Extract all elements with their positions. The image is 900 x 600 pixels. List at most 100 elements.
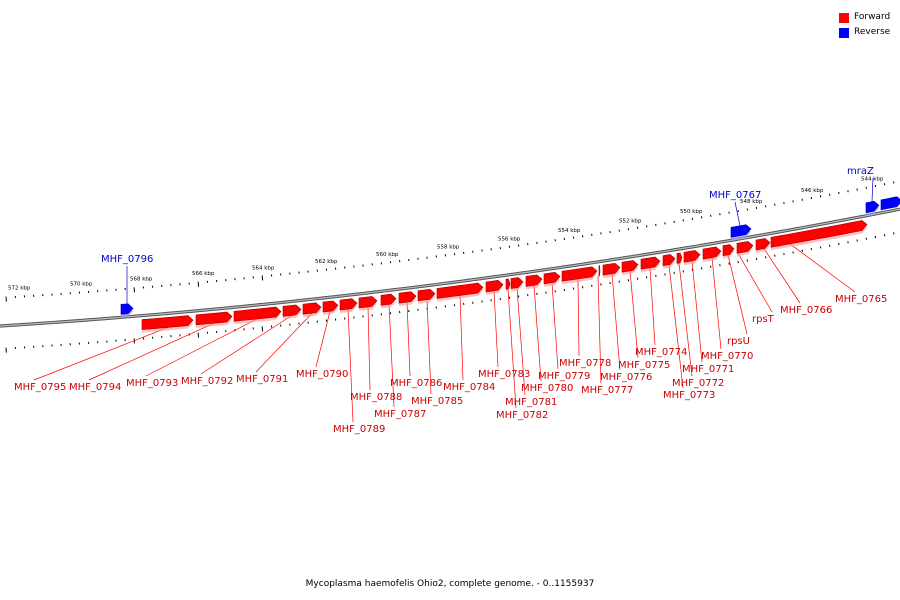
gene-arrow[interactable] <box>510 277 524 289</box>
gene-arrow[interactable] <box>640 256 661 270</box>
scale-labels: 572 kbp 570 kbp 568 kbp 566 kbp 564 kbp 562 k… <box>8 177 884 292</box>
gene-arrow[interactable] <box>730 224 752 238</box>
gene-arrow[interactable] <box>141 315 194 330</box>
gene-arrow[interactable] <box>770 220 868 248</box>
scale-ticks <box>5 181 895 353</box>
gene-arrow[interactable] <box>233 306 282 322</box>
leader-line <box>734 201 741 226</box>
gene-arrow[interactable] <box>436 282 484 299</box>
gene-arrow[interactable] <box>380 293 397 306</box>
gene-label[interactable]: MHF_0790 <box>296 369 348 380</box>
gene-label[interactable]: MHF_0780 <box>521 383 573 394</box>
gene-label[interactable]: MHF_0793 <box>126 378 178 389</box>
gene-label[interactable]: MHF_0767 <box>709 190 761 201</box>
gene-arrow[interactable] <box>120 303 134 315</box>
scale-label: 554 kbp <box>558 228 581 234</box>
gene-label[interactable]: MHF_0773 <box>663 390 715 401</box>
gene-arrow[interactable] <box>676 252 683 264</box>
gene-label[interactable]: MHF_0784 <box>443 382 495 393</box>
gene-label[interactable]: MHF_0774 <box>635 347 687 358</box>
gene-arrow[interactable] <box>722 244 735 257</box>
leader-line <box>789 243 856 293</box>
gene-label[interactable]: MHF_0795 <box>14 382 66 393</box>
legend: Forward Reverse <box>839 10 890 40</box>
gene-arrow[interactable] <box>736 241 754 254</box>
legend-forward: Forward <box>839 10 890 25</box>
leader-line <box>577 278 580 357</box>
gene-label[interactable]: MHF_0775 <box>618 360 670 371</box>
gene-arrow[interactable] <box>683 250 701 263</box>
gene-label[interactable]: MHF_0781 <box>505 397 557 408</box>
gene-arrow[interactable] <box>865 200 880 214</box>
gene-label[interactable]: MHF_0787 <box>374 409 426 420</box>
leader-line <box>33 327 169 381</box>
gene-label[interactable]: MHF_0778 <box>559 358 611 369</box>
backbone-shadow <box>0 207 900 328</box>
gene-arrow[interactable] <box>662 254 676 267</box>
forward-swatch <box>839 12 849 23</box>
gene-label[interactable]: MHF_0770 <box>701 351 753 362</box>
gene-arrow[interactable] <box>621 260 639 273</box>
legend-reverse: Reverse <box>839 25 890 40</box>
leader-line <box>871 177 874 202</box>
gene-label[interactable]: MHF_0776 <box>600 372 652 383</box>
gene-arrow[interactable] <box>417 288 436 302</box>
scale-label: 560 kbp <box>376 252 399 258</box>
gene-arrow[interactable] <box>561 266 598 282</box>
gene-label[interactable]: MHF_0791 <box>236 374 288 385</box>
leader-line <box>459 295 464 381</box>
scale-label: 568 kbp <box>130 277 153 283</box>
gene-label[interactable]: MHF_0783 <box>478 369 530 380</box>
leader-line <box>668 264 684 389</box>
gene-arrow[interactable] <box>505 278 511 290</box>
gene-label[interactable]: MHF_0788 <box>350 392 402 403</box>
leader-line <box>711 257 722 350</box>
gene-label[interactable]: MHF_0782 <box>496 410 548 421</box>
gene-arrow[interactable] <box>602 262 621 276</box>
leader-line <box>597 275 602 384</box>
gene-label[interactable]: MHF_0779 <box>538 371 590 382</box>
gene-arrow[interactable] <box>302 302 322 315</box>
gene-arrow[interactable] <box>339 298 358 311</box>
genome-backbone <box>0 207 900 328</box>
gene-arrow[interactable] <box>543 271 561 285</box>
gene-arrow-edge[interactable] <box>880 196 900 211</box>
gene-arrow[interactable] <box>195 311 233 326</box>
scale-label: 572 kbp <box>8 285 31 291</box>
gene-label[interactable]: MHF_0777 <box>581 385 633 396</box>
gene-label[interactable]: MHF_0772 <box>672 378 724 389</box>
scale-label: 570 kbp <box>70 281 93 287</box>
gene-label[interactable]: rpsT <box>752 314 775 325</box>
gene-arrow[interactable] <box>398 291 417 304</box>
gene-label[interactable]: MHF_0765 <box>835 294 887 305</box>
gene-arrow[interactable] <box>358 296 378 309</box>
gene-label[interactable]: MHF_0766 <box>780 305 832 316</box>
leader-line <box>367 306 371 391</box>
scale-label: 550 kbp <box>680 209 703 215</box>
legend-reverse-label: Reverse <box>854 27 891 37</box>
genome-caption: Mycoplasma haemofelis Ohio2, complete ge… <box>305 579 595 589</box>
gene-arrow[interactable] <box>485 279 504 293</box>
gene-label[interactable]: MHF_0785 <box>411 396 463 407</box>
scale-label: 548 kbp <box>740 199 763 205</box>
backbone-line <box>0 208 900 327</box>
gene-arrow[interactable] <box>702 246 722 260</box>
scale-label: 544 kbp <box>861 177 884 183</box>
leader-line <box>493 290 499 368</box>
gene-label[interactable]: MHF_0789 <box>333 424 385 435</box>
gene-label[interactable]: MHF_0771 <box>682 364 734 375</box>
gene-label[interactable]: MHF_0796 <box>101 254 153 265</box>
gene-arrow[interactable] <box>525 274 543 287</box>
gene-arrow[interactable] <box>322 300 339 313</box>
gene-label[interactable]: MHF_0794 <box>69 382 121 393</box>
leader-line <box>88 322 215 381</box>
scale-label: 566 kbp <box>192 271 215 277</box>
gene-arrow[interactable] <box>598 265 601 277</box>
gene-label[interactable]: MHF_0786 <box>390 378 442 389</box>
gene-label[interactable]: mraZ <box>847 166 874 177</box>
leader-line <box>347 309 354 423</box>
gene-label[interactable]: MHF_0792 <box>181 376 233 387</box>
gene-arrow[interactable] <box>755 238 771 251</box>
gene-arrow[interactable] <box>282 304 302 317</box>
gene-label[interactable]: rpsU <box>727 336 750 347</box>
